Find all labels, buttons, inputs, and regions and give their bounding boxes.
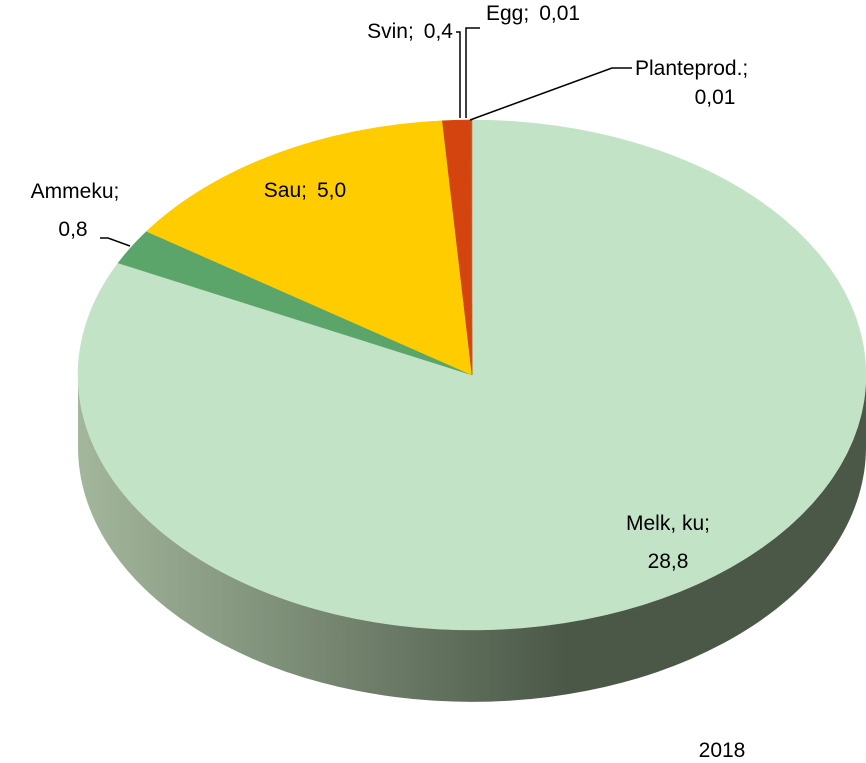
label-separator: ;	[523, 2, 529, 25]
data-label: Ammeku;	[31, 180, 120, 203]
data-label: Svin; 0,4	[367, 20, 453, 43]
label-value: 5,0	[317, 179, 346, 202]
leader-line	[456, 31, 461, 118]
label-separator: ;	[742, 57, 748, 80]
label-name: Ammeku	[31, 180, 114, 203]
chart-subtitle: 2018	[699, 739, 746, 762]
pie-slice	[146, 120, 473, 376]
label-separator: ;	[408, 20, 414, 43]
data-label-value: 28,8	[648, 550, 689, 573]
leader-line	[100, 237, 131, 247]
data-label-value: 0,8	[58, 218, 87, 241]
label-separator: ;	[704, 512, 710, 535]
leader-line	[465, 27, 480, 118]
data-label-value: 0,01	[695, 86, 736, 109]
label-name: Sau	[264, 179, 301, 202]
label-separator: ;	[301, 179, 307, 202]
pie-side	[78, 375, 866, 702]
leader-line	[469, 67, 632, 121]
data-label: Melk, ku;	[626, 512, 710, 535]
label-value: 0,01	[539, 2, 580, 25]
label-name: Egg	[486, 2, 523, 25]
data-label: Egg; 0,01	[486, 2, 580, 25]
label-name: Planteprod.	[635, 57, 742, 80]
label-separator: ;	[114, 180, 120, 203]
label-name: Svin	[367, 20, 408, 43]
data-label: Planteprod.;	[635, 57, 748, 80]
pie-slice	[77, 119, 866, 631]
label-name: Melk, ku	[626, 512, 704, 535]
data-label: Sau; 5,0	[264, 179, 346, 202]
label-value: 0,4	[424, 20, 454, 43]
